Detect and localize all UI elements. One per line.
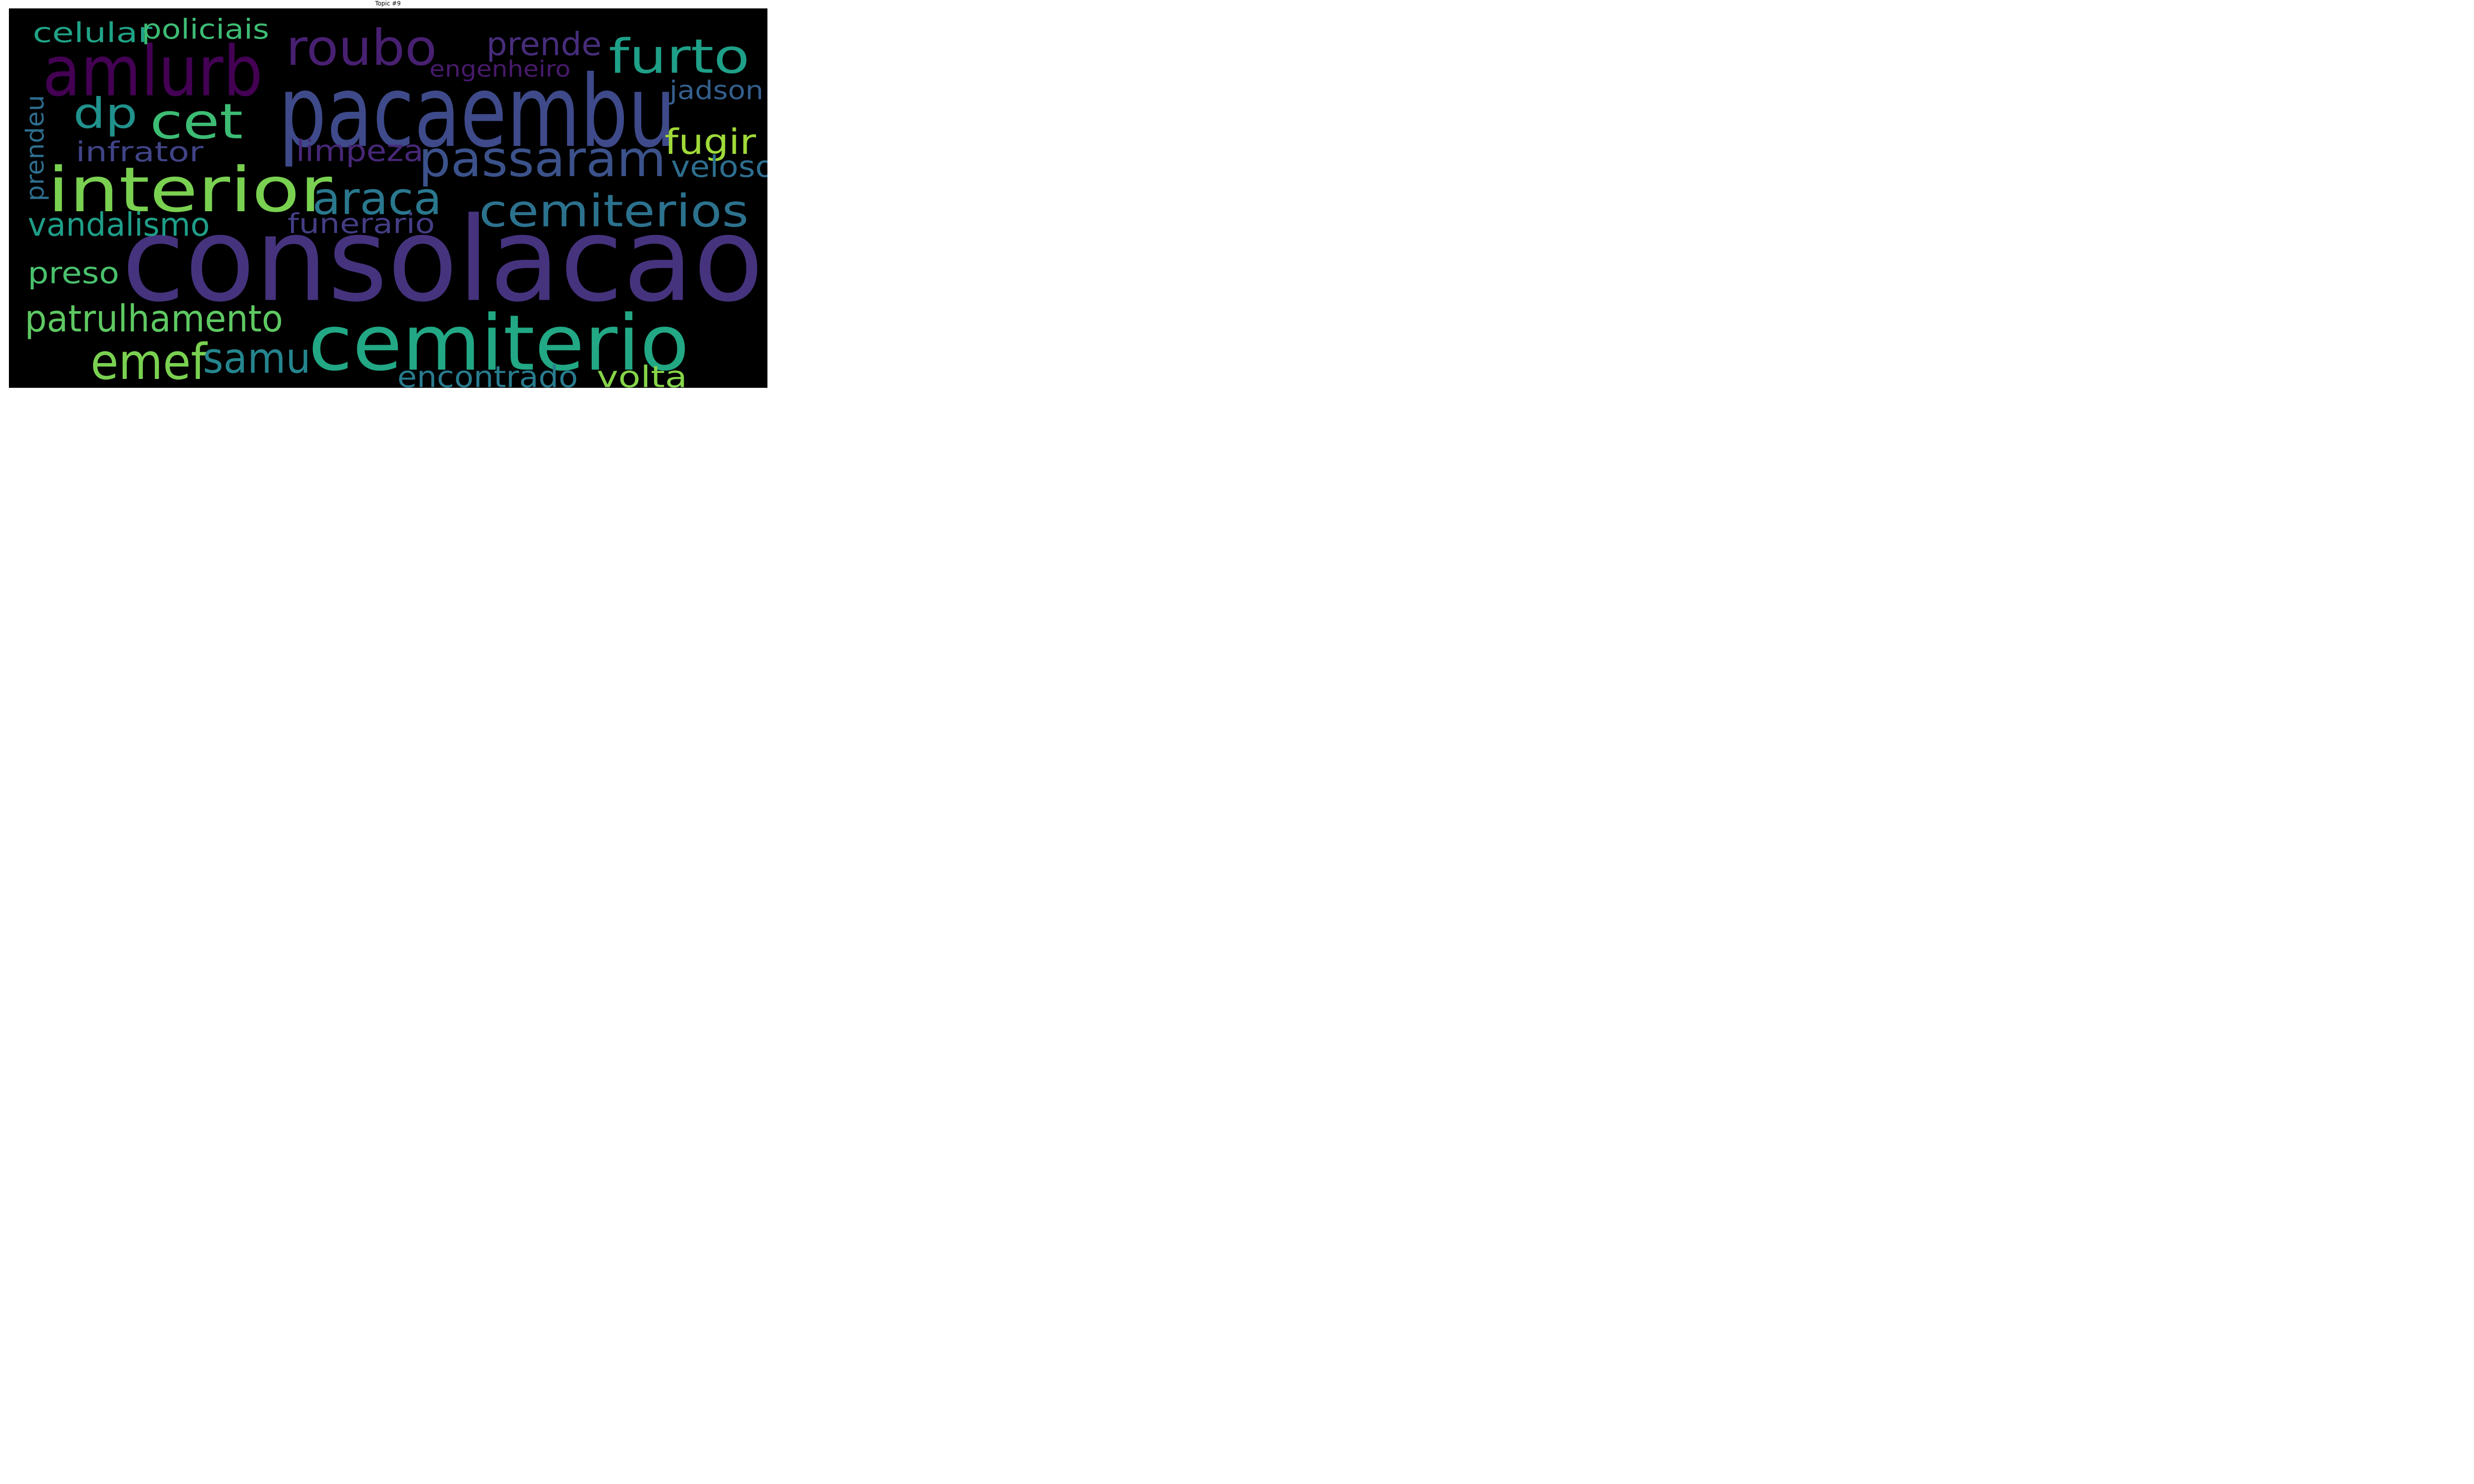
- word-pacaembu: pacaembu: [279, 54, 676, 170]
- word-cemiterios: cemiterios: [479, 185, 749, 237]
- word-emef: emef: [91, 333, 207, 388]
- word-amlurb: amlurb: [43, 31, 263, 112]
- word-celular: celular: [33, 17, 152, 49]
- word-jadson: jadson: [669, 75, 763, 106]
- word-funerario: funerario: [287, 208, 435, 240]
- word-preso: preso: [28, 255, 119, 290]
- word-engenheiro: engenheiro: [429, 55, 571, 82]
- word-dp: dp: [73, 89, 138, 138]
- word-araca: araca: [312, 172, 442, 225]
- word-consolacao: consolacao: [122, 191, 763, 328]
- word-furto: furto: [609, 29, 750, 84]
- word-encontrado: encontrado: [397, 359, 578, 388]
- word-limpeza: limpeza: [296, 133, 424, 168]
- word-prende: prende: [486, 25, 602, 63]
- word-volta: volta: [597, 359, 687, 388]
- word-patrulhamento: patrulhamento: [25, 297, 283, 340]
- word-veloso: veloso: [671, 149, 767, 184]
- word-passaram: passaram: [419, 130, 666, 188]
- word-policiais: policiais: [142, 13, 269, 46]
- figure-title: Topic #9: [375, 0, 401, 7]
- word-roubo: roubo: [286, 19, 437, 77]
- word-cloud-canvas: consolacao pacaembu cemiterio interior amlur…: [9, 8, 767, 388]
- word-samu: samu: [203, 333, 311, 383]
- word-prendeu: prendeu: [20, 95, 50, 201]
- word-fugir: fugir: [665, 121, 756, 162]
- word-cet: cet: [150, 93, 243, 150]
- word-infrator: infrator: [76, 136, 203, 168]
- word-cemiterio: cemiterio: [308, 298, 689, 388]
- figure: Topic #9 consolacao pacaembu cemiterio inte…: [0, 0, 776, 388]
- word-vandalismo: vandalismo: [28, 206, 210, 244]
- word-interior: interior: [48, 153, 332, 226]
